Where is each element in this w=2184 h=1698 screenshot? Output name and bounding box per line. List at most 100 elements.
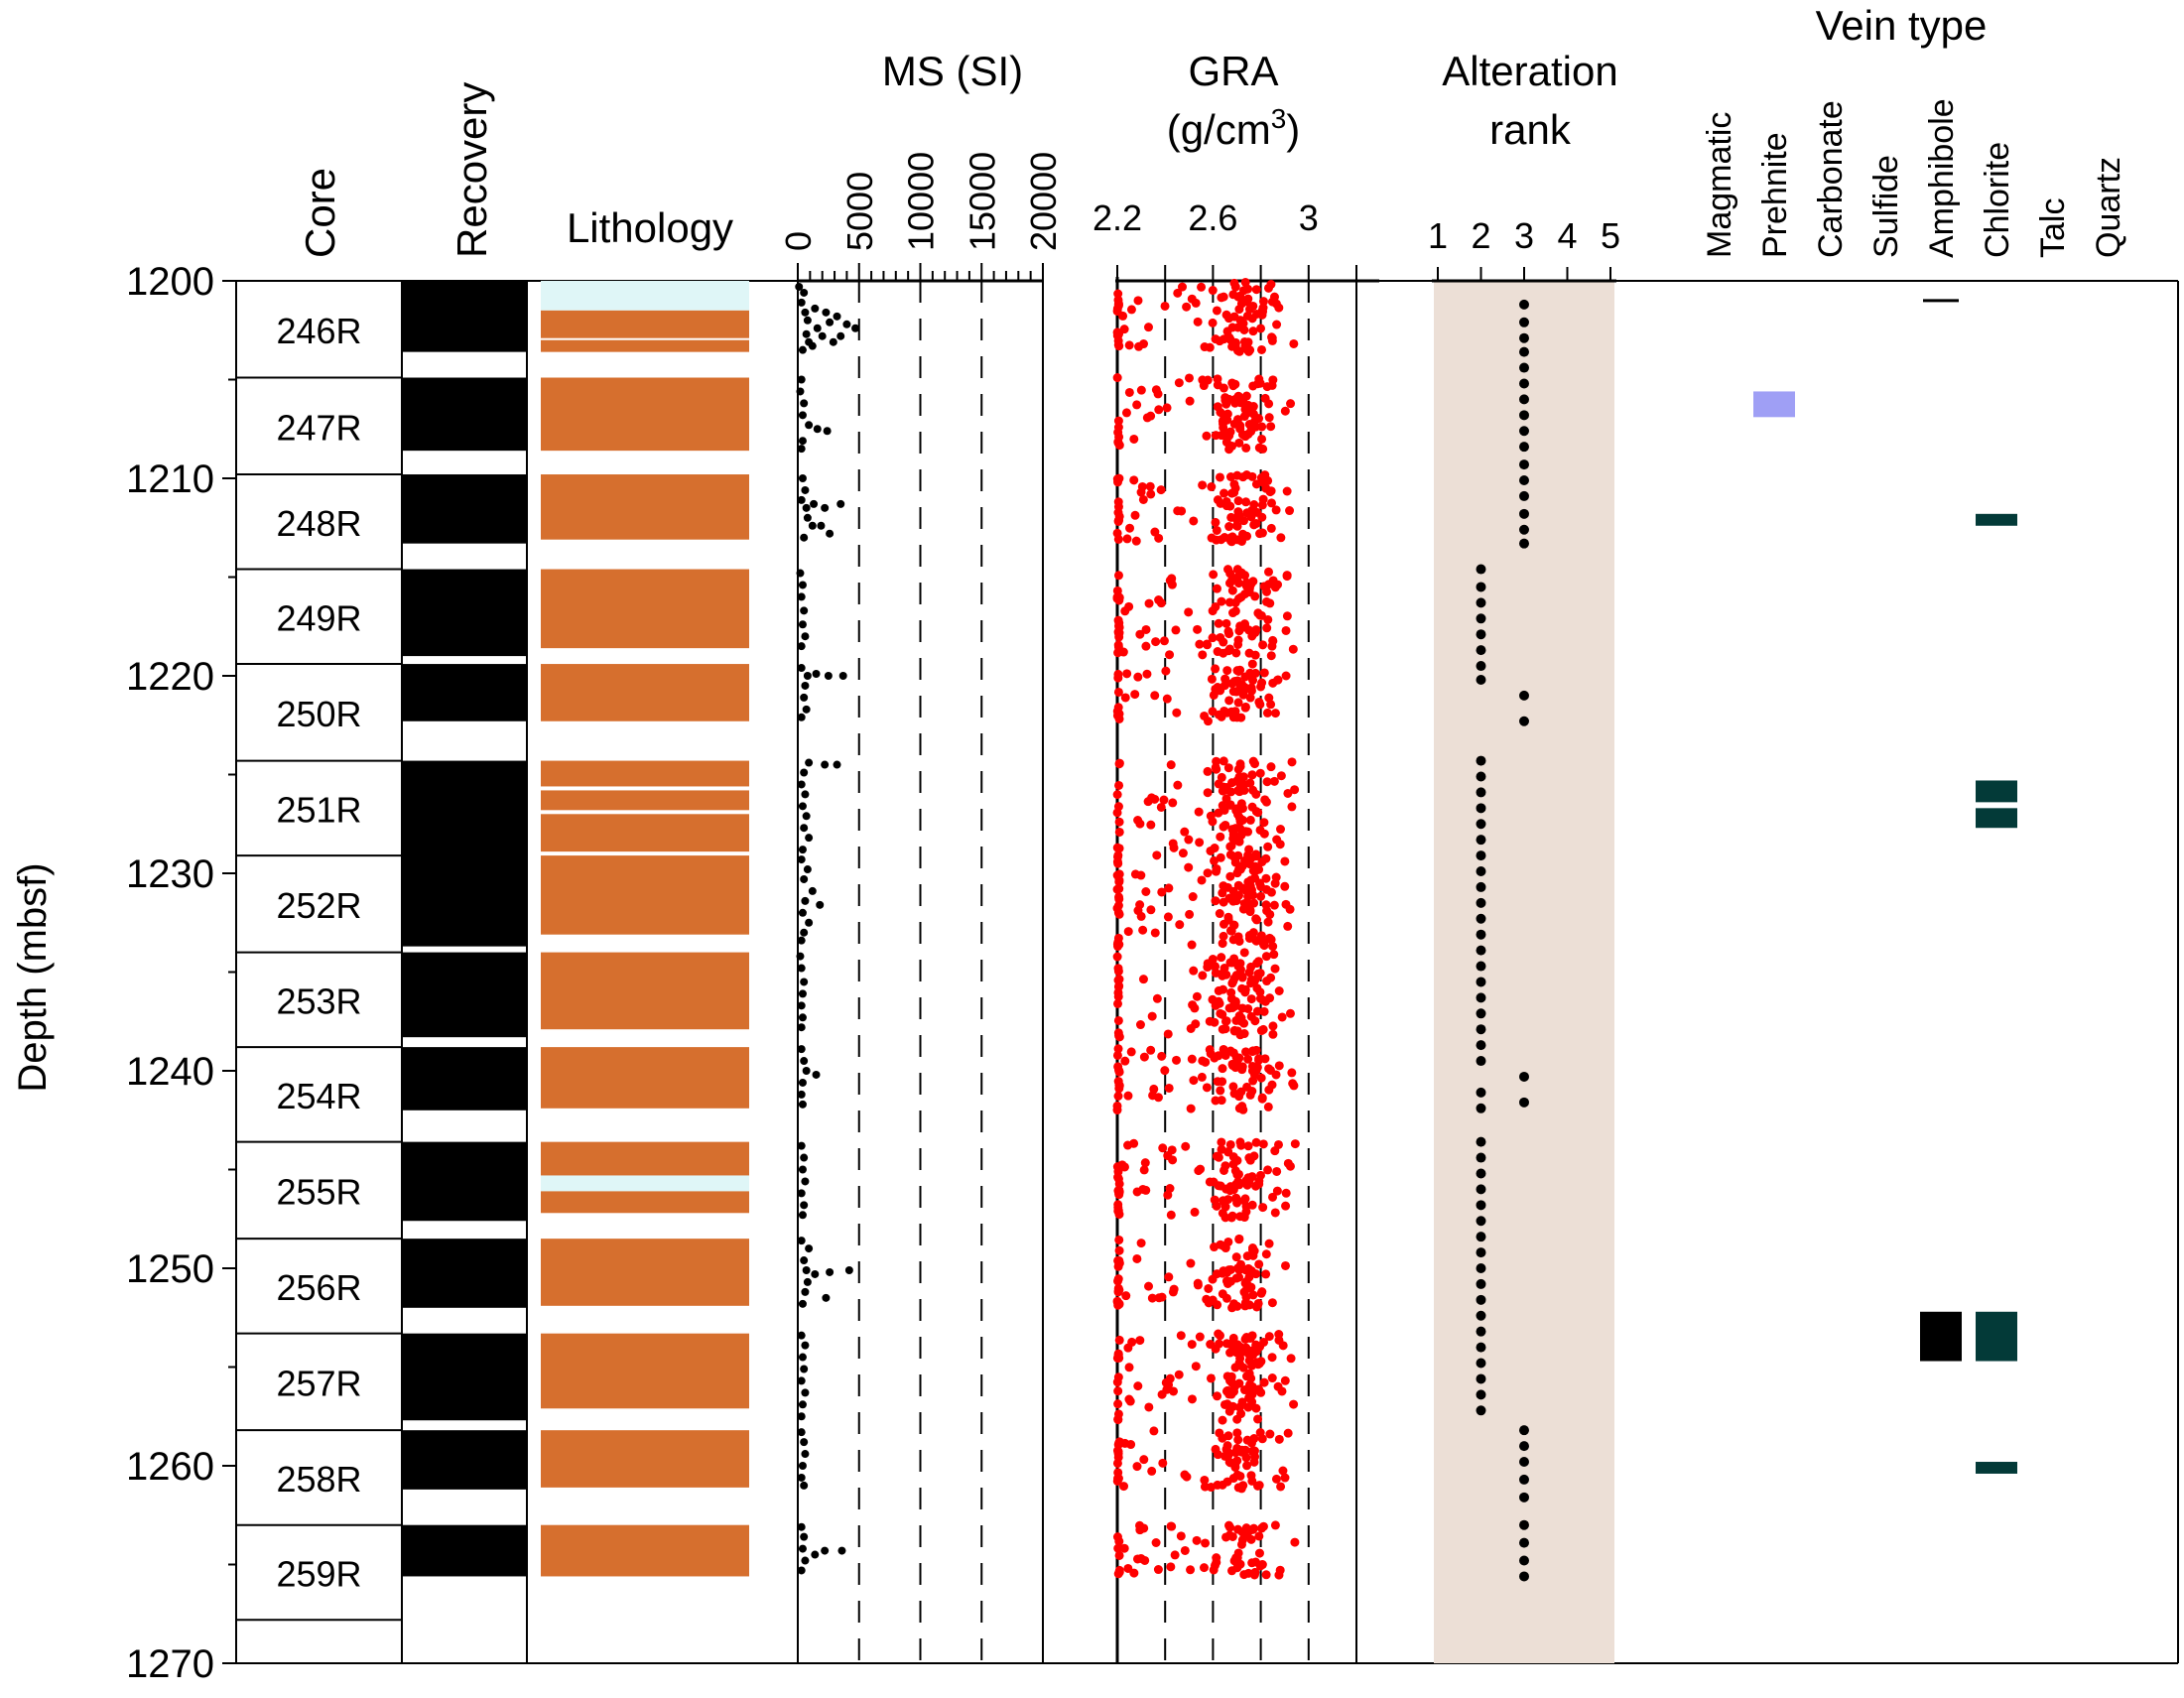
gra-point [1177, 282, 1187, 292]
gra-point [1267, 380, 1277, 390]
alteration-point [1476, 1216, 1486, 1227]
alteration-point [1519, 332, 1529, 343]
vein-category-label: Amphibole [1923, 98, 1961, 258]
gra-point [1242, 1461, 1252, 1471]
gra-point [1114, 473, 1124, 483]
gra-point [1157, 1051, 1167, 1061]
gra-point [1228, 1082, 1238, 1092]
gra-point [1235, 421, 1245, 431]
gra-point [1162, 694, 1172, 704]
gra-point [1258, 1203, 1268, 1213]
gra-point [1132, 1554, 1142, 1564]
gra-point [1228, 1333, 1238, 1343]
ms-tick-label: 0 [778, 231, 819, 251]
gra-point [1233, 932, 1243, 942]
gra-point [1244, 845, 1254, 854]
gra-unit-text: (g/cm [1167, 106, 1271, 153]
gra-point [1124, 1363, 1134, 1372]
ms-point [833, 312, 841, 321]
ms-point [798, 345, 807, 354]
gra-point [1261, 797, 1271, 807]
gra-point [1195, 838, 1205, 848]
gra-point [1238, 1481, 1248, 1491]
ms-point [802, 1265, 811, 1274]
gra-point [1250, 416, 1260, 426]
gra-point [1156, 802, 1166, 812]
gra-point [1232, 1443, 1242, 1453]
gra-point [1184, 835, 1194, 845]
gra-point [1133, 672, 1143, 682]
gra-point [1259, 1377, 1269, 1387]
gra-point [1235, 1137, 1245, 1147]
gra-point [1217, 1137, 1226, 1147]
gra-point [1198, 480, 1208, 490]
gra-point [1223, 626, 1233, 636]
gra-point [1240, 703, 1250, 713]
depth-tick-label: 1270 [126, 1642, 214, 1686]
gra-point [1156, 598, 1166, 608]
gra-point [1175, 920, 1185, 930]
gra-point [1211, 1444, 1220, 1454]
ms-point [797, 592, 806, 601]
gra-point [1114, 618, 1124, 628]
gra-point [1235, 959, 1245, 969]
gra-point [1224, 1003, 1234, 1013]
gra-point [1267, 335, 1277, 345]
gra-point [1200, 1482, 1210, 1492]
gra-point [1251, 807, 1261, 817]
gra-point [1275, 825, 1285, 835]
alteration-point [1476, 1263, 1486, 1273]
ms-point [816, 900, 825, 909]
gra-point [1263, 1165, 1273, 1175]
gra-point [1217, 772, 1226, 782]
lithology-unit [541, 1430, 749, 1488]
gra-point [1212, 866, 1221, 876]
gra-point [1132, 1253, 1142, 1263]
depth-tick-label: 1220 [126, 655, 214, 699]
alteration-point [1476, 897, 1486, 908]
gra-point [1243, 1003, 1253, 1013]
gra-point [1113, 687, 1123, 697]
alteration-tick-label: 5 [1601, 215, 1620, 256]
gra-point [1173, 506, 1183, 516]
alteration-point [1476, 850, 1486, 861]
gra-point [1235, 1212, 1245, 1222]
gra-point [1232, 713, 1242, 722]
alteration-point [1519, 442, 1529, 453]
ms-point [812, 670, 821, 679]
gra-point [1257, 422, 1267, 432]
lithology-unit [541, 952, 749, 1030]
gra-point [1160, 301, 1170, 311]
gra-point [1206, 846, 1216, 855]
alteration-point [1476, 803, 1486, 814]
gra-point [1255, 610, 1265, 620]
alteration-point [1476, 787, 1486, 798]
gra-point [1280, 1473, 1290, 1483]
gra-point [1227, 608, 1237, 618]
gra-point [1264, 1239, 1274, 1248]
alteration-tick-label: 3 [1514, 215, 1534, 256]
gra-point [1135, 1020, 1145, 1030]
gra-point [1216, 498, 1225, 508]
gra-point [1256, 931, 1266, 941]
ms-point [800, 533, 809, 542]
vein-category-label: Talc [2034, 198, 2072, 258]
gra-point [1289, 1399, 1299, 1409]
recovery-bar [402, 1333, 527, 1421]
ms-point [798, 802, 807, 811]
gra-point [1223, 646, 1233, 656]
gra-point [1203, 766, 1213, 776]
gra-point [1261, 1570, 1271, 1580]
alteration-point [1519, 1441, 1529, 1452]
gra-point [1210, 855, 1220, 865]
gra-point [1264, 1332, 1274, 1342]
gra-point [1286, 1354, 1296, 1364]
gra-point [1114, 780, 1124, 790]
gra-point [1235, 1349, 1245, 1359]
alteration-point [1519, 1457, 1529, 1468]
gra-point [1147, 1293, 1157, 1303]
gra-point [1264, 567, 1274, 577]
gra-point [1268, 678, 1278, 688]
alteration-point [1519, 1474, 1529, 1485]
ms-point [801, 1450, 810, 1459]
